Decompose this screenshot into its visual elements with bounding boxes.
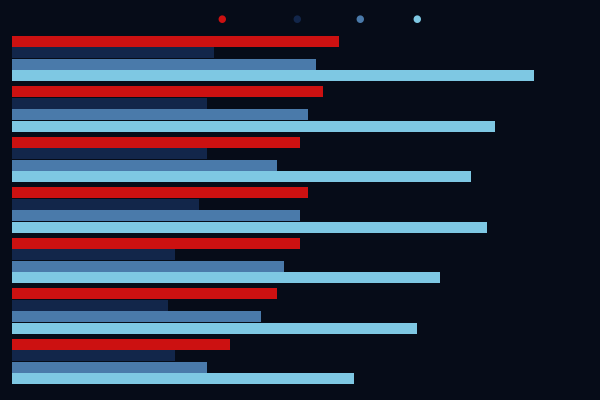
Bar — [12, 36, 339, 47]
Bar — [12, 171, 471, 182]
Text: ●: ● — [356, 14, 364, 24]
Bar — [12, 288, 277, 300]
Bar — [12, 70, 533, 81]
Bar — [12, 120, 494, 132]
Bar — [12, 199, 199, 210]
Bar — [12, 58, 316, 70]
Bar — [12, 300, 167, 311]
Bar — [12, 137, 300, 148]
Bar — [12, 109, 308, 120]
Bar — [12, 339, 230, 350]
Bar — [12, 249, 175, 260]
Bar — [12, 222, 487, 233]
Bar — [12, 47, 214, 58]
Bar — [12, 98, 206, 109]
Bar — [12, 373, 355, 384]
Bar — [12, 187, 308, 198]
Bar — [12, 350, 175, 362]
Bar — [12, 160, 277, 171]
Bar — [12, 362, 206, 373]
Bar — [12, 311, 261, 322]
Bar — [12, 261, 284, 272]
Bar — [12, 148, 206, 159]
Text: ●: ● — [413, 14, 421, 24]
Bar — [12, 86, 323, 97]
Bar — [12, 210, 300, 221]
Text: ●: ● — [218, 14, 226, 24]
Bar — [12, 272, 440, 283]
Text: ●: ● — [293, 14, 301, 24]
Bar — [12, 323, 417, 334]
Bar — [12, 238, 300, 249]
